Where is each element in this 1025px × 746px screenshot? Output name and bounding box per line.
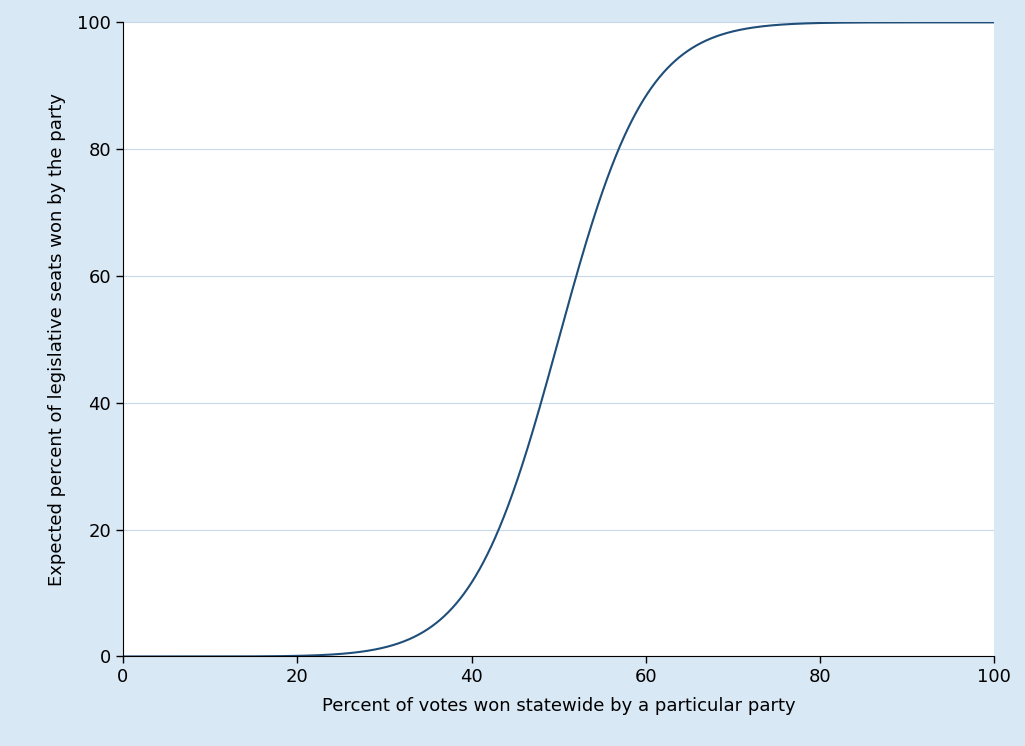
X-axis label: Percent of votes won statewide by a particular party: Percent of votes won statewide by a part…: [322, 698, 795, 715]
Y-axis label: Expected percent of legislative seats won by the party: Expected percent of legislative seats wo…: [48, 93, 67, 586]
